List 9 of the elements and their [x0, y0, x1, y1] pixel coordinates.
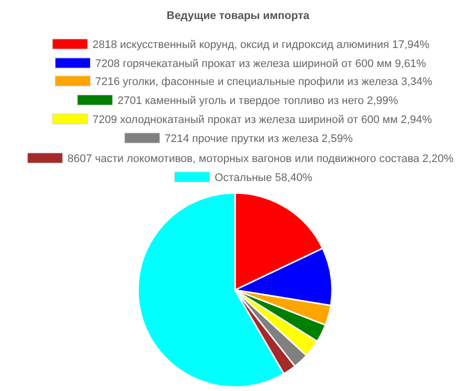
legend-label: 7214 прочие прутки из железа 2,59% — [164, 133, 353, 145]
legend-label: 2701 каменный уголь и твердое топливо из него 2,99% — [117, 95, 398, 107]
legend-label: 7208 горячекатаный прокат из железа шириной от 600 мм 9,61% — [95, 58, 426, 70]
legend-label: 8607 части локомотивов, моторных вагонов или подвижного состава 2,20% — [68, 153, 454, 165]
legend-label: 2818 искусственный корунд, оксид и гидроксид алюминия 17,94% — [92, 39, 430, 51]
chart-title: Ведущие товары импорта — [166, 10, 310, 22]
legend-label: 7209 холоднокатаный прокат из железа шириной от 600 мм 2,94% — [92, 114, 432, 126]
legend-label: Остальные 58,40% — [214, 172, 313, 184]
legend-label: 7216 уголки, фасонные и специальные профили из железа 3,34% — [95, 76, 432, 88]
